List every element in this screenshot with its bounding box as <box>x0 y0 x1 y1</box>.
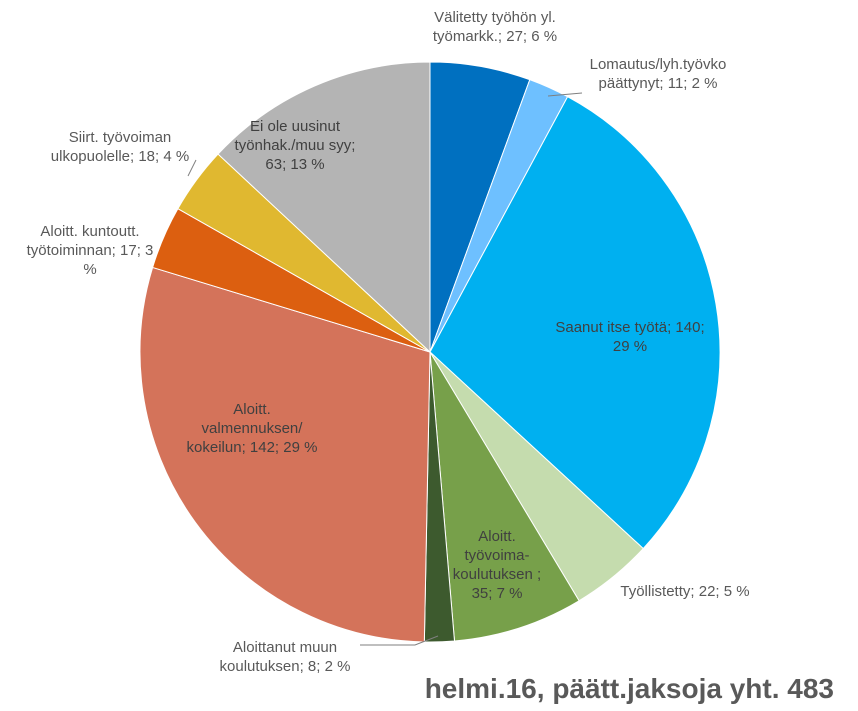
leader-line <box>187 159 197 177</box>
leader-line <box>547 92 583 97</box>
data-label: Siirt. työvoiman ulkopuolelle; 18; 4 % <box>50 129 190 165</box>
data-label: Ei ole uusinut työnhak./muu syy; 63; 13 … <box>234 118 356 173</box>
data-label: Välitetty työhön yl. työmarkk.; 27; 6 % <box>432 9 558 45</box>
pie-slice <box>429 96 721 550</box>
chart-title: helmi.16, päätt.jaksoja yht. 483 <box>424 673 834 704</box>
data-label: Aloitt. työvoima-koulutuksen ; 35; 7 % <box>452 528 542 602</box>
data-label: Työllistetty; 22; 5 % <box>620 583 750 600</box>
leader-line <box>360 635 439 646</box>
data-label: Saanut itse työtä; 140; 29 % <box>555 319 705 355</box>
data-label: Aloitt. kuntoutt. työtoiminnan; 17; 3 % <box>26 223 154 278</box>
pie-slice <box>429 351 580 642</box>
pie-slice <box>217 61 431 354</box>
data-label: Aloittanut muun koulutuksen; 8; 2 % <box>219 639 351 675</box>
data-label: Lomautus/lyh.työvko päättynyt; 11; 2 % <box>589 56 727 92</box>
data-label: Aloitt. valmennuksen/ kokeilun; 142; 29 … <box>186 401 318 456</box>
pie-slice <box>139 266 431 643</box>
